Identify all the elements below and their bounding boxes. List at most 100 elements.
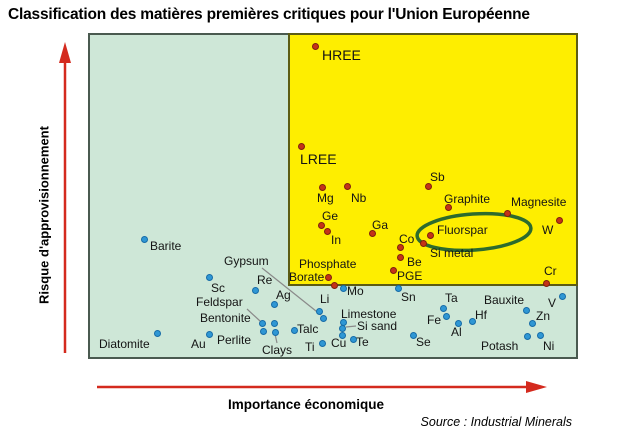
non-critical-material-label: Li bbox=[320, 292, 330, 306]
critical-material-label: Cr bbox=[544, 264, 557, 278]
non-critical-material-label: Bentonite bbox=[200, 311, 251, 325]
non-critical-material-dot bbox=[394, 284, 402, 292]
critical-material-dot bbox=[503, 209, 511, 217]
critical-material-label: W bbox=[542, 223, 554, 237]
non-critical-material-dot bbox=[315, 307, 323, 315]
non-critical-material-dot bbox=[259, 327, 267, 335]
critical-material-dot bbox=[555, 216, 563, 224]
non-critical-material-label: Perlite bbox=[217, 333, 252, 347]
critical-material-dot bbox=[323, 227, 331, 235]
non-critical-material-label: Fe bbox=[427, 313, 442, 327]
non-critical-material-label: Mo bbox=[347, 284, 364, 298]
non-critical-material-dot bbox=[205, 273, 213, 281]
non-critical-material-dot bbox=[536, 331, 544, 339]
critical-material-dot bbox=[311, 42, 319, 50]
non-critical-material-label: Gypsum bbox=[224, 254, 269, 268]
non-critical-material-dot bbox=[468, 317, 476, 325]
non-critical-material-label: Re bbox=[257, 273, 273, 287]
non-critical-material-label: Zn bbox=[536, 309, 551, 323]
non-critical-material-dot bbox=[290, 326, 298, 334]
critical-material-dot bbox=[368, 229, 376, 237]
non-critical-material-label: Barite bbox=[150, 239, 182, 253]
critical-material-label: Be bbox=[407, 255, 422, 269]
non-critical-material-label: Ta bbox=[445, 291, 458, 305]
critical-material-dot bbox=[317, 221, 325, 229]
non-critical-material-label: Limestone bbox=[341, 307, 397, 321]
non-critical-material-label: Al bbox=[451, 325, 462, 339]
critical-material-label: Borate bbox=[289, 270, 325, 284]
non-critical-material-dot bbox=[271, 328, 279, 336]
critical-material-label: Nb bbox=[351, 191, 367, 205]
critical-material-dot bbox=[324, 273, 332, 281]
critical-material-dot bbox=[426, 231, 434, 239]
critical-material-label: Graphite bbox=[444, 192, 491, 206]
critical-material-dot bbox=[318, 183, 326, 191]
non-critical-material-label: Feldspar bbox=[196, 295, 243, 309]
non-critical-material-dot bbox=[523, 332, 531, 340]
critical-material-label: PGE bbox=[397, 269, 423, 283]
critical-material-dot bbox=[330, 281, 338, 289]
non-critical-material-dot bbox=[349, 335, 357, 343]
non-critical-material-label: Talc bbox=[297, 322, 319, 336]
non-critical-material-dot bbox=[338, 331, 346, 339]
non-critical-material-dot bbox=[442, 312, 450, 320]
non-critical-material-label: Clays bbox=[262, 343, 293, 357]
non-critical-material-label: Cu bbox=[331, 336, 347, 350]
non-critical-material-dot bbox=[339, 284, 347, 292]
non-critical-material-label: Ag bbox=[276, 288, 291, 302]
non-critical-material-label: Potash bbox=[481, 339, 519, 353]
critical-material-label: LREE bbox=[300, 151, 337, 167]
non-critical-material-dot bbox=[558, 292, 566, 300]
critical-material-label: Phosphate bbox=[299, 257, 357, 271]
critical-material-dot bbox=[424, 182, 432, 190]
critical-material-label: Ge bbox=[322, 209, 339, 223]
critical-material-dot bbox=[542, 279, 550, 287]
critical-material-label: Sb bbox=[430, 170, 445, 184]
non-critical-material-dot bbox=[153, 329, 161, 337]
non-critical-material-label: Sn bbox=[401, 290, 416, 304]
non-critical-material-dot bbox=[205, 330, 213, 338]
non-critical-material-dot bbox=[439, 304, 447, 312]
critical-material-dot bbox=[419, 239, 427, 247]
critical-material-label: Ga bbox=[372, 218, 389, 232]
non-critical-material-label: Si sand bbox=[357, 319, 398, 333]
critical-material-label: In bbox=[331, 233, 342, 247]
non-critical-material-label: Se bbox=[416, 335, 431, 349]
non-critical-material-label: V bbox=[548, 296, 557, 310]
non-critical-material-dot bbox=[251, 286, 259, 294]
non-critical-material-dot bbox=[258, 319, 266, 327]
critical-material-dot bbox=[396, 253, 404, 261]
critical-material-label: Co bbox=[399, 232, 415, 246]
non-critical-material-label: Ti bbox=[305, 340, 315, 354]
non-critical-material-dot bbox=[270, 300, 278, 308]
critical-material-label: HREE bbox=[322, 47, 361, 63]
critical-material-dot bbox=[396, 243, 404, 251]
non-critical-material-label: Te bbox=[356, 335, 369, 349]
non-critical-material-dot bbox=[140, 235, 148, 243]
non-critical-material-dot bbox=[409, 331, 417, 339]
critical-material-dot bbox=[444, 203, 452, 211]
non-critical-material-dot bbox=[528, 319, 536, 327]
non-critical-material-label: Au bbox=[191, 337, 206, 351]
non-critical-material-label: Diatomite bbox=[99, 337, 150, 351]
non-critical-material-dot bbox=[338, 324, 346, 332]
non-critical-material-label: Sc bbox=[211, 281, 226, 295]
non-critical-material-dot bbox=[522, 306, 530, 314]
critical-material-dot bbox=[297, 142, 305, 150]
source-note: Source : Industrial Minerals bbox=[420, 415, 572, 429]
critical-material-dot bbox=[389, 266, 397, 274]
non-critical-material-label: Bauxite bbox=[484, 293, 525, 307]
non-critical-material-label: Hf bbox=[475, 308, 487, 322]
critical-material-label: Si metal bbox=[430, 246, 474, 260]
x-axis-label: Importance économique bbox=[227, 397, 385, 412]
non-critical-material-dot bbox=[270, 319, 278, 327]
non-critical-material-label: Ni bbox=[543, 339, 555, 353]
non-critical-material-dot bbox=[318, 339, 326, 347]
non-critical-material-dot bbox=[454, 319, 462, 327]
critical-material-label: Mg bbox=[317, 191, 334, 205]
critical-material-dot bbox=[343, 182, 351, 190]
y-axis-label: Risque d'approvisionnement bbox=[36, 126, 52, 304]
non-critical-material-dot bbox=[319, 314, 327, 322]
